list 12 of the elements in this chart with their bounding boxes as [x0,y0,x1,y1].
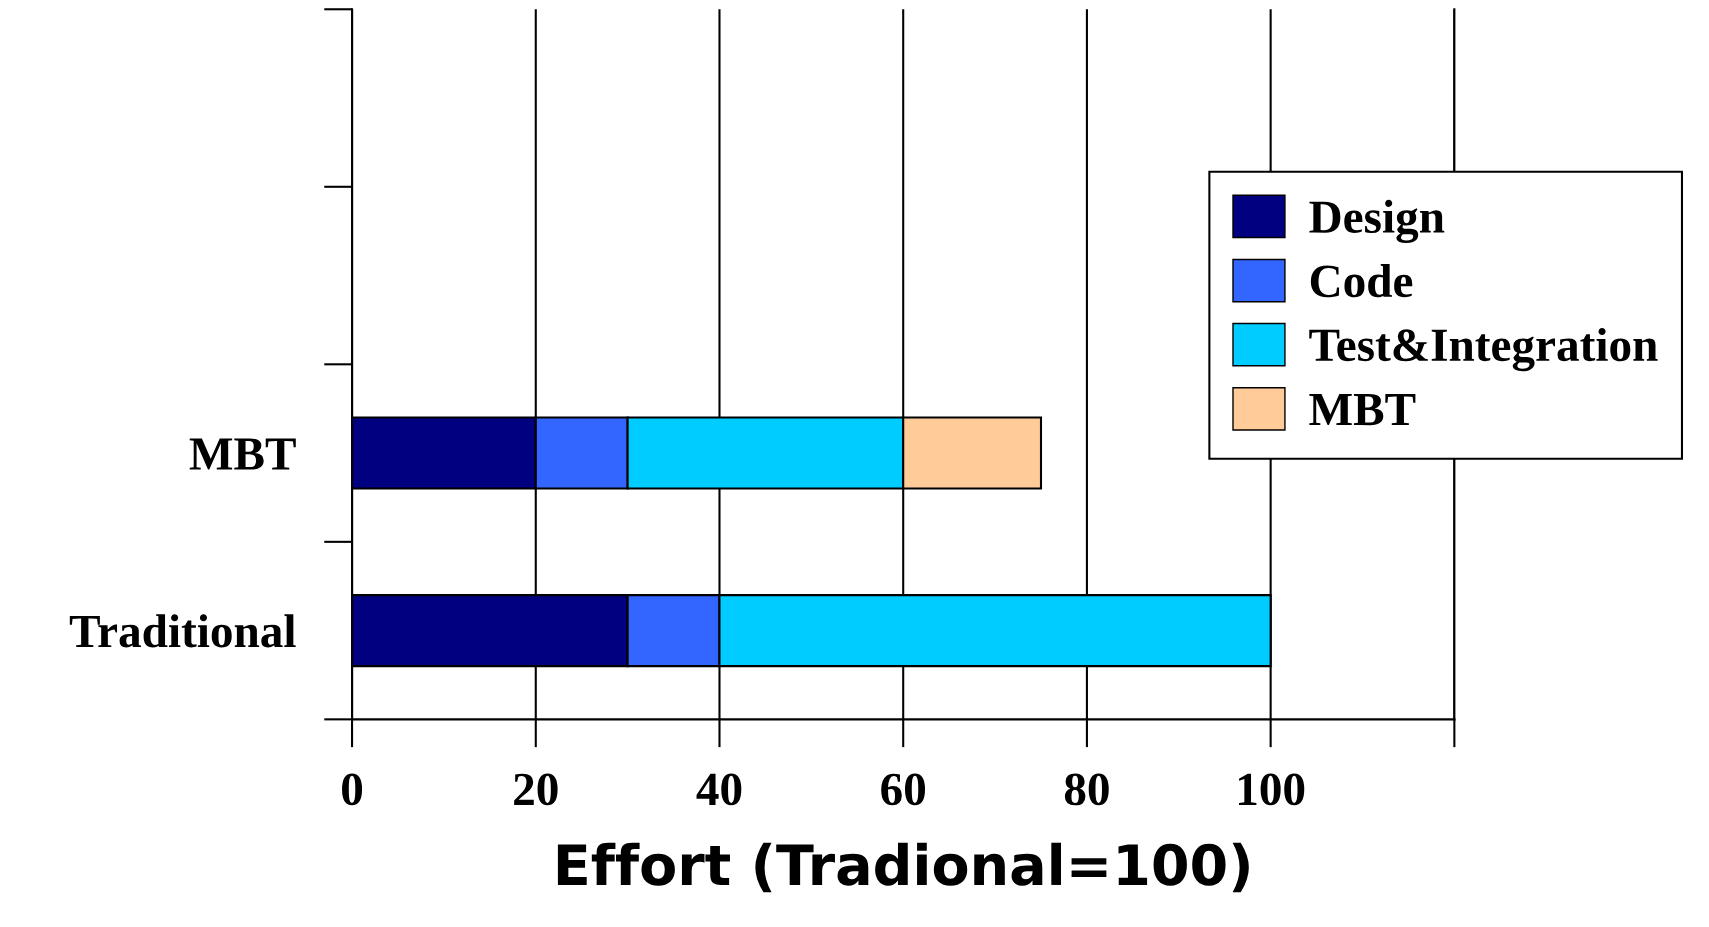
x-tick-label: 0 [342,773,363,806]
x-tick-label: 80 [1064,773,1109,806]
x-tick-label: 20 [514,773,558,806]
legend-label: Design [1309,199,1445,244]
legend-label: MBT [1309,394,1416,426]
x-tick-label: 40 [696,773,742,806]
legend-label: Code [1310,264,1413,298]
legend-label: Test&Integration [1309,327,1658,372]
x-axis-title: Effort (Tradional=100) [557,842,1249,893]
x-tick-label: 100 [1239,773,1305,806]
y-tick-label: Traditional [69,614,296,648]
x-tick-label: 60 [881,773,926,806]
